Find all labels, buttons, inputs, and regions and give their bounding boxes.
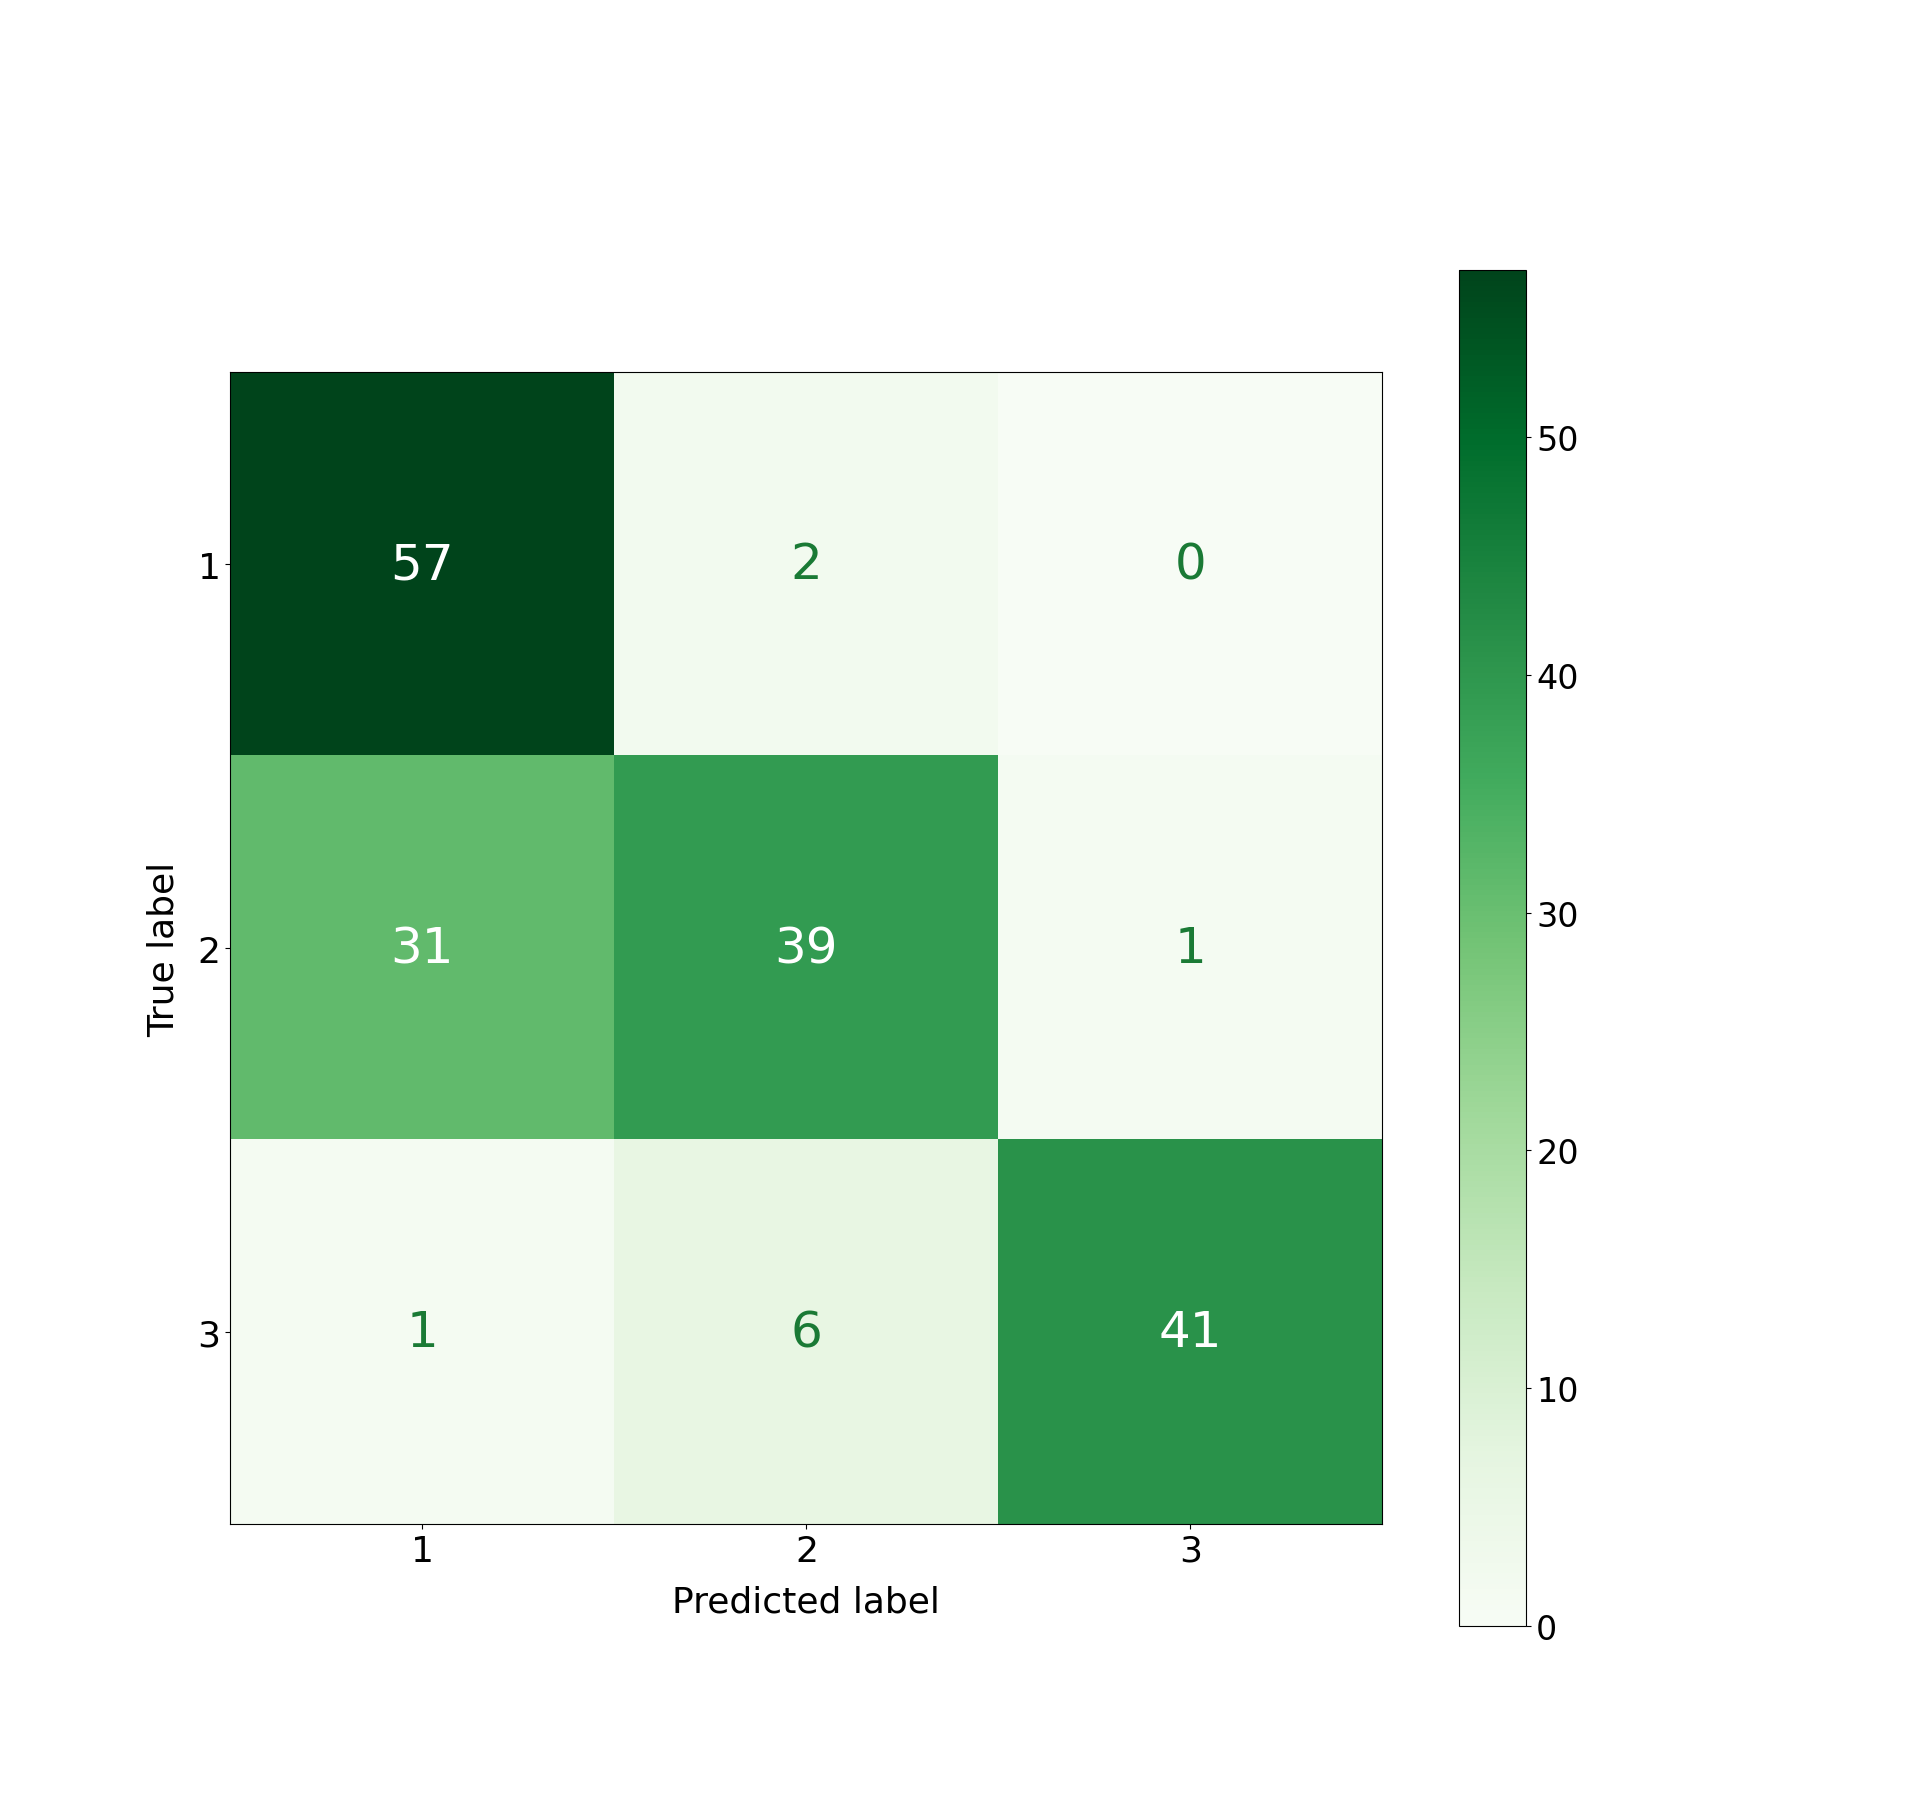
Text: 0: 0 bbox=[1175, 540, 1206, 589]
Y-axis label: True label: True label bbox=[148, 862, 180, 1035]
Text: 6: 6 bbox=[791, 1308, 822, 1357]
Text: 1: 1 bbox=[1175, 925, 1206, 972]
Text: 2: 2 bbox=[791, 540, 822, 589]
X-axis label: Predicted label: Predicted label bbox=[672, 1585, 941, 1619]
Text: 39: 39 bbox=[774, 925, 839, 972]
Text: 31: 31 bbox=[390, 925, 455, 972]
Text: 57: 57 bbox=[390, 540, 455, 589]
Text: 1: 1 bbox=[407, 1308, 438, 1357]
Text: 41: 41 bbox=[1158, 1308, 1223, 1357]
